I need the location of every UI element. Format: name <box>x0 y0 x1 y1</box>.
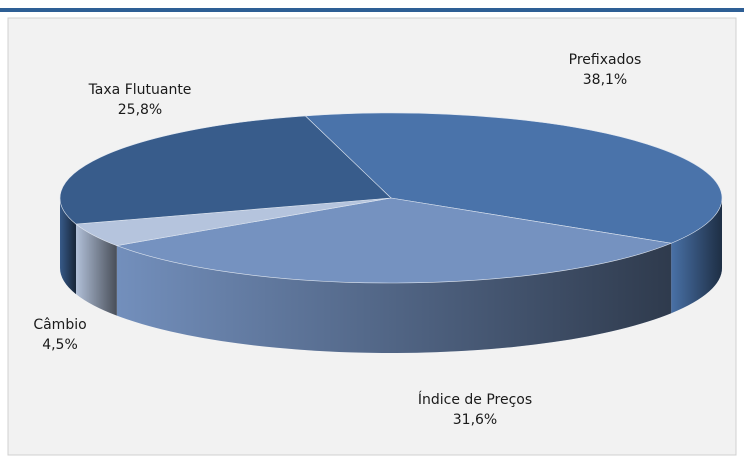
slice-value-label: 38,1% <box>583 72 627 88</box>
slice-label: Câmbio <box>33 317 86 333</box>
slice-side-shade <box>60 198 76 295</box>
slice-side-shade <box>671 198 722 314</box>
slice-value-label: 25,8% <box>118 102 162 118</box>
top-bar <box>0 8 744 12</box>
slice-value-label: 4,5% <box>42 337 78 353</box>
pie <box>59 112 723 353</box>
slice <box>59 115 392 225</box>
slice-label: Taxa Flutuante <box>88 82 192 98</box>
slice-side-shade <box>116 243 672 353</box>
slice <box>115 197 673 284</box>
slice-value-label: 31,6% <box>453 412 497 428</box>
slice-label: Prefixados <box>569 52 642 68</box>
slice-side-shade <box>75 224 117 316</box>
slice <box>304 112 723 244</box>
slice-label: Índice de Preços <box>418 391 532 408</box>
